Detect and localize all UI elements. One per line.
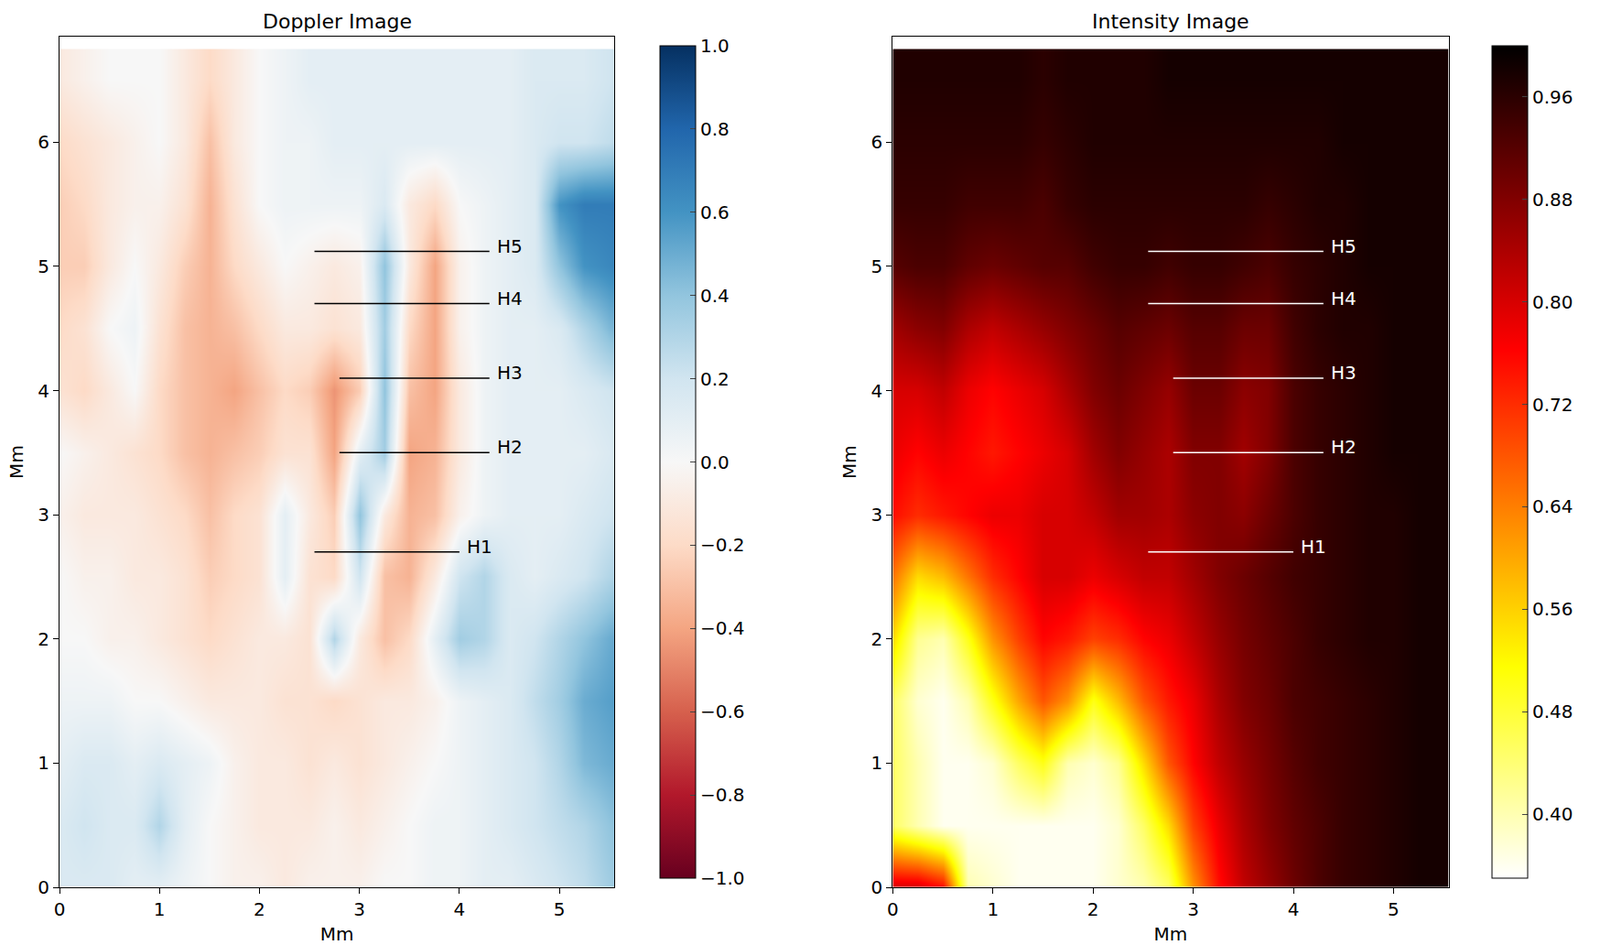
svg-text:H4: H4: [1330, 287, 1357, 310]
svg-text:4: 4: [1287, 897, 1300, 920]
svg-text:0.80: 0.80: [1532, 291, 1574, 314]
svg-text:0.8: 0.8: [700, 118, 730, 141]
svg-text:3: 3: [871, 503, 884, 526]
svg-text:−0.4: −0.4: [700, 616, 746, 639]
svg-text:1: 1: [153, 897, 166, 920]
svg-text:0.0: 0.0: [700, 451, 730, 474]
svg-text:2: 2: [37, 627, 50, 650]
svg-text:0.88: 0.88: [1532, 188, 1574, 211]
svg-text:0: 0: [886, 897, 899, 920]
svg-text:H1: H1: [466, 535, 493, 558]
svg-text:1: 1: [871, 751, 884, 774]
svg-text:1: 1: [37, 751, 50, 774]
svg-text:2: 2: [1087, 897, 1100, 920]
svg-text:Doppler Image: Doppler Image: [262, 10, 412, 33]
svg-text:0: 0: [54, 897, 66, 920]
svg-text:3: 3: [37, 503, 50, 526]
svg-text:5: 5: [871, 255, 884, 278]
svg-text:−0.8: −0.8: [700, 783, 746, 806]
svg-text:H3: H3: [1330, 361, 1357, 384]
svg-text:5: 5: [37, 255, 50, 278]
svg-text:Mm: Mm: [1154, 922, 1189, 945]
svg-text:0.40: 0.40: [1532, 802, 1574, 825]
svg-text:6: 6: [37, 130, 50, 153]
svg-text:Mm: Mm: [5, 444, 28, 479]
svg-text:4: 4: [871, 379, 884, 402]
svg-text:Mm: Mm: [320, 922, 355, 945]
svg-text:0.4: 0.4: [700, 284, 730, 307]
svg-text:−1.0: −1.0: [700, 866, 746, 889]
svg-text:3: 3: [353, 897, 366, 920]
svg-text:H2: H2: [497, 435, 523, 458]
svg-text:5: 5: [553, 897, 566, 920]
svg-text:0.2: 0.2: [700, 367, 730, 390]
svg-text:H5: H5: [497, 235, 523, 258]
svg-text:0.56: 0.56: [1532, 597, 1574, 620]
svg-text:0.96: 0.96: [1532, 86, 1574, 109]
svg-text:Intensity Image: Intensity Image: [1091, 10, 1250, 33]
svg-text:0.64: 0.64: [1532, 495, 1574, 518]
svg-text:H2: H2: [1330, 435, 1357, 458]
svg-text:6: 6: [871, 130, 884, 153]
svg-text:H5: H5: [1330, 235, 1357, 258]
svg-text:0.72: 0.72: [1532, 393, 1574, 416]
svg-text:4: 4: [37, 379, 50, 402]
svg-text:0.6: 0.6: [700, 201, 730, 224]
svg-text:4: 4: [454, 897, 466, 920]
svg-text:−0.2: −0.2: [700, 533, 746, 556]
svg-text:0: 0: [871, 875, 884, 898]
svg-text:5: 5: [1387, 897, 1400, 920]
svg-text:2: 2: [871, 627, 884, 650]
svg-text:3: 3: [1187, 897, 1200, 920]
svg-text:H3: H3: [497, 361, 523, 384]
svg-text:0.48: 0.48: [1532, 700, 1574, 723]
svg-text:Mm: Mm: [838, 444, 861, 479]
svg-text:H4: H4: [497, 287, 523, 310]
svg-text:2: 2: [253, 897, 266, 920]
svg-text:−0.6: −0.6: [700, 700, 746, 723]
svg-text:1.0: 1.0: [700, 34, 730, 57]
svg-text:1: 1: [986, 897, 999, 920]
svg-text:0: 0: [37, 875, 50, 898]
svg-text:H1: H1: [1300, 535, 1327, 558]
